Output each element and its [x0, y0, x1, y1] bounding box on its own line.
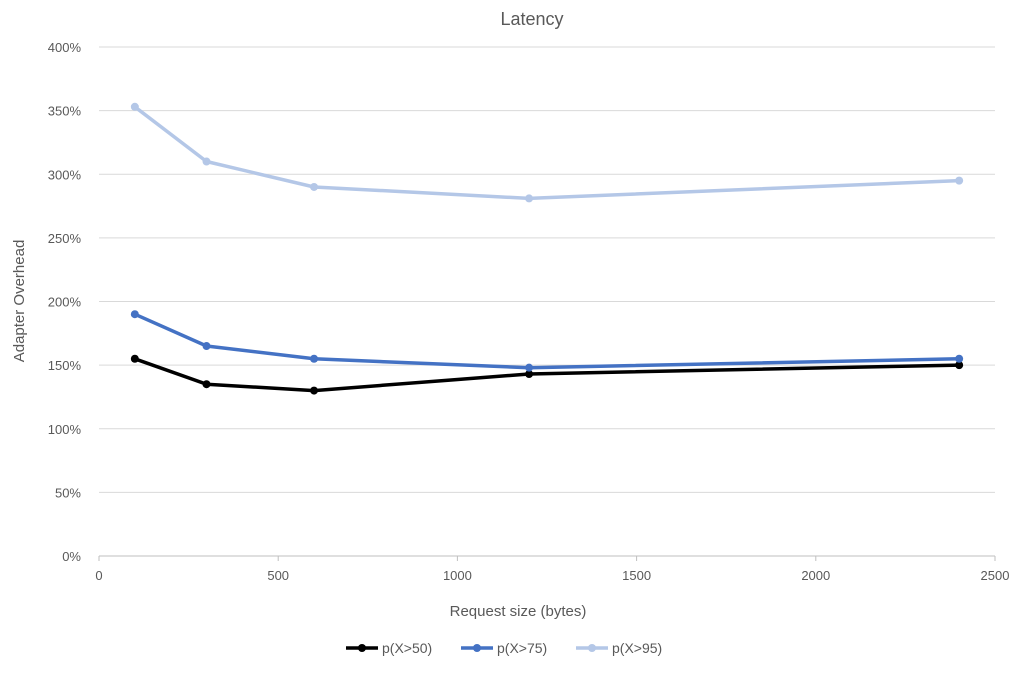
- x-tick-label: 500: [267, 568, 289, 583]
- legend-swatch-marker: [588, 644, 596, 652]
- series-line: [133, 312, 961, 370]
- series-lines: [130, 102, 964, 395]
- gridlines: [99, 46, 995, 493]
- data-point: [130, 310, 139, 319]
- series-2: [130, 102, 964, 203]
- data-point: [130, 354, 139, 363]
- data-point: [310, 354, 319, 363]
- data-point: [955, 354, 964, 363]
- legend-item: p(X>50): [346, 640, 432, 656]
- y-tick-label: 300%: [48, 167, 82, 182]
- data-point: [955, 361, 964, 370]
- y-tick-label: 50%: [55, 485, 81, 500]
- data-point: [310, 386, 319, 395]
- y-tick-label: 0%: [62, 549, 81, 564]
- data-point: [525, 370, 534, 379]
- legend: p(X>50) p(X>75) p(X>95): [346, 640, 662, 656]
- legend-label: p(X>75): [497, 640, 547, 656]
- series-1: [130, 310, 964, 372]
- legend-swatch-marker: [358, 644, 366, 652]
- data-point: [525, 363, 534, 372]
- legend-label: p(X>50): [382, 640, 432, 656]
- data-point: [202, 342, 211, 351]
- x-tick-label: 2500: [981, 568, 1010, 583]
- series-line: [133, 105, 961, 201]
- y-tick-label: 350%: [48, 104, 82, 119]
- x-tick-label: 1500: [622, 568, 651, 583]
- data-point: [955, 176, 964, 185]
- y-tick-label: 150%: [48, 358, 82, 373]
- x-tick-label: 0: [95, 568, 102, 583]
- x-axis-title: Request size (bytes): [450, 603, 587, 620]
- y-axis-title: Adapter Overhead: [11, 240, 28, 363]
- y-tick-label: 100%: [48, 422, 82, 437]
- x-tick-label: 2000: [801, 568, 830, 583]
- x-axis-tick-labels: 0 500 1000 1500 2000 2500: [95, 556, 1009, 583]
- data-point: [202, 157, 211, 166]
- y-tick-label: 400%: [48, 40, 82, 55]
- series-0: [130, 354, 964, 395]
- legend-label: p(X>95): [612, 640, 662, 656]
- legend-item: p(X>75): [461, 640, 547, 656]
- x-tick-label: 1000: [443, 568, 472, 583]
- y-tick-label: 250%: [48, 231, 82, 246]
- data-point: [202, 380, 211, 389]
- legend-item: p(X>95): [576, 640, 662, 656]
- y-tick-label: 200%: [48, 295, 82, 310]
- data-point: [130, 102, 139, 111]
- legend-swatch-marker: [473, 644, 481, 652]
- data-point: [525, 194, 534, 203]
- data-point: [310, 182, 319, 191]
- series-line: [133, 357, 961, 393]
- chart-title: Latency: [500, 9, 563, 29]
- y-axis-tick-labels: 0% 50% 100% 150% 200% 250% 300% 350% 400%: [48, 40, 82, 564]
